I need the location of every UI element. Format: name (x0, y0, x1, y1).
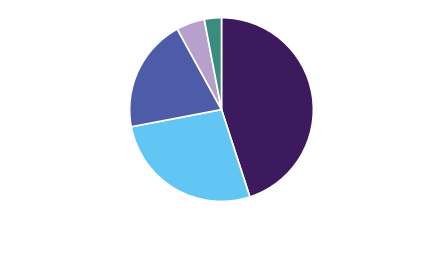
Wedge shape (131, 110, 250, 201)
Wedge shape (204, 18, 222, 110)
Wedge shape (177, 19, 222, 110)
Wedge shape (222, 18, 313, 197)
Wedge shape (130, 29, 222, 127)
